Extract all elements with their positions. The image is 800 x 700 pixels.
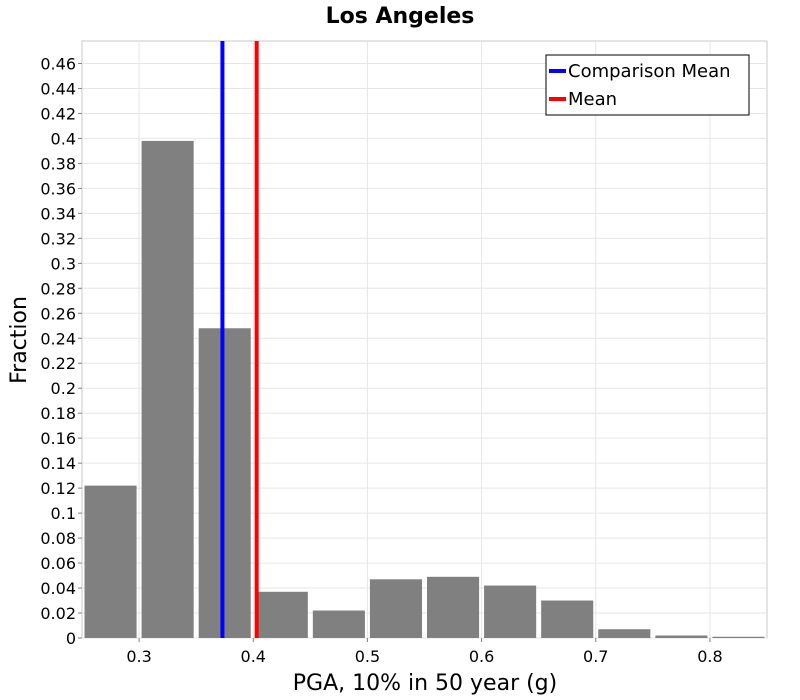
x-tick-label: 0.8 [697,647,722,666]
y-tick-label: 0 [66,629,76,648]
y-tick-label: 0.38 [40,154,76,173]
histogram-bar [255,591,308,638]
y-tick-label: 0.18 [40,404,76,423]
histogram-bar [712,636,765,638]
y-tick-label: 0.02 [40,604,76,623]
y-tick-label: 0.1 [51,504,76,523]
grid-lines [82,41,767,639]
histogram-bar [198,328,251,638]
legend-label-comparison-mean: Comparison Mean [568,61,731,82]
histogram-bar [312,610,365,638]
y-tick-label: 0.26 [40,304,76,323]
legend-label-mean: Mean [568,89,617,110]
x-tick-label: 0.7 [583,647,608,666]
y-tick-label: 0.24 [40,329,76,348]
y-tick-label: 0.16 [40,429,76,448]
legend: Comparison Mean Mean [545,54,750,116]
y-tick-label: 0.4 [51,129,76,148]
legend-box [545,54,750,116]
y-tick-label: 0.32 [40,229,76,248]
histogram-bar [427,576,480,638]
histogram-bar [598,629,651,638]
histogram-bars [84,140,765,638]
y-axis-ticks: 0 0.02 0.04 0.06 0.08 0.1 0.12 0.14 0.16 0.18 0.2 0… [40,54,82,648]
x-axis-ticks: 0.3 0.4 0.5 0.6 0.7 0.8 [126,638,723,666]
y-tick-label: 0.06 [40,554,76,573]
chart-title: Los Angeles [326,4,475,29]
histogram-bar [541,600,594,638]
x-tick-label: 0.5 [355,647,380,666]
histogram-bar [84,485,137,638]
y-tick-label: 0.3 [51,254,76,273]
y-tick-label: 0.22 [40,354,76,373]
histogram-bar [141,140,194,638]
x-axis-label: PGA, 10% in 50 year (g) [293,671,557,696]
y-tick-label: 0.14 [40,454,76,473]
y-tick-label: 0.28 [40,279,76,298]
histogram-bar [369,579,422,638]
y-tick-label: 0.2 [51,379,76,398]
y-tick-label: 0.34 [40,204,76,223]
x-tick-label: 0.6 [469,647,494,666]
y-tick-label: 0.04 [40,579,76,598]
y-tick-label: 0.36 [40,179,76,198]
histogram-bar [484,585,537,638]
x-tick-label: 0.3 [126,647,151,666]
x-tick-label: 0.4 [241,647,266,666]
mean-lines [220,41,259,638]
y-tick-label: 0.08 [40,529,76,548]
y-tick-label: 0.42 [40,104,76,123]
y-tick-label: 0.44 [40,79,76,98]
y-tick-label: 0.46 [40,54,76,73]
y-axis-label: Fraction [7,296,32,384]
y-tick-label: 0.12 [40,479,76,498]
histogram-bar [655,635,708,638]
